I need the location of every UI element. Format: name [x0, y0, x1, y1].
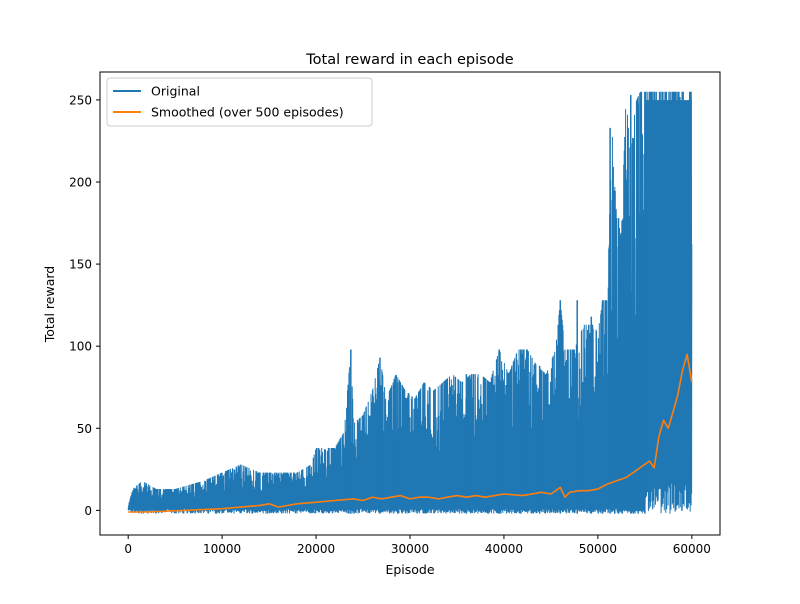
series-smoothed [128, 353, 693, 513]
y-axis-label: Total reward [42, 266, 57, 343]
legend-label-smoothed: Smoothed (over 500 episodes) [151, 105, 344, 120]
legend: Original Smoothed (over 500 episodes) [106, 77, 373, 127]
y-tick-label: 200 [69, 176, 92, 190]
plot-area [127, 91, 693, 514]
y-tick-label: 0 [84, 504, 92, 518]
y-tick-label: 50 [77, 422, 92, 436]
chart-title: Total reward in each episode [305, 52, 513, 68]
original-line [127, 91, 693, 514]
x-tick-label: 30000 [391, 542, 429, 556]
y-tick-label: 100 [69, 340, 92, 354]
legend-box [106, 77, 373, 127]
x-tick-label: 60000 [673, 542, 711, 556]
x-tick-label: 40000 [485, 542, 523, 556]
x-tick-label: 0 [124, 542, 132, 556]
x-axis-label: Episode [385, 562, 434, 577]
y-tick-label: 250 [69, 93, 92, 107]
x-tick-label: 20000 [297, 542, 335, 556]
legend-label-original: Original [151, 84, 200, 99]
smoothed-line [128, 353, 693, 513]
original-dense-region [644, 100, 692, 478]
x-axis: 0 10000 20000 30000 40000 50000 60000 [124, 535, 711, 556]
x-tick-label: 10000 [203, 542, 241, 556]
y-axis: 0 50 100 150 200 250 [69, 93, 100, 518]
x-tick-label: 50000 [579, 542, 617, 556]
y-tick-label: 150 [69, 258, 92, 272]
